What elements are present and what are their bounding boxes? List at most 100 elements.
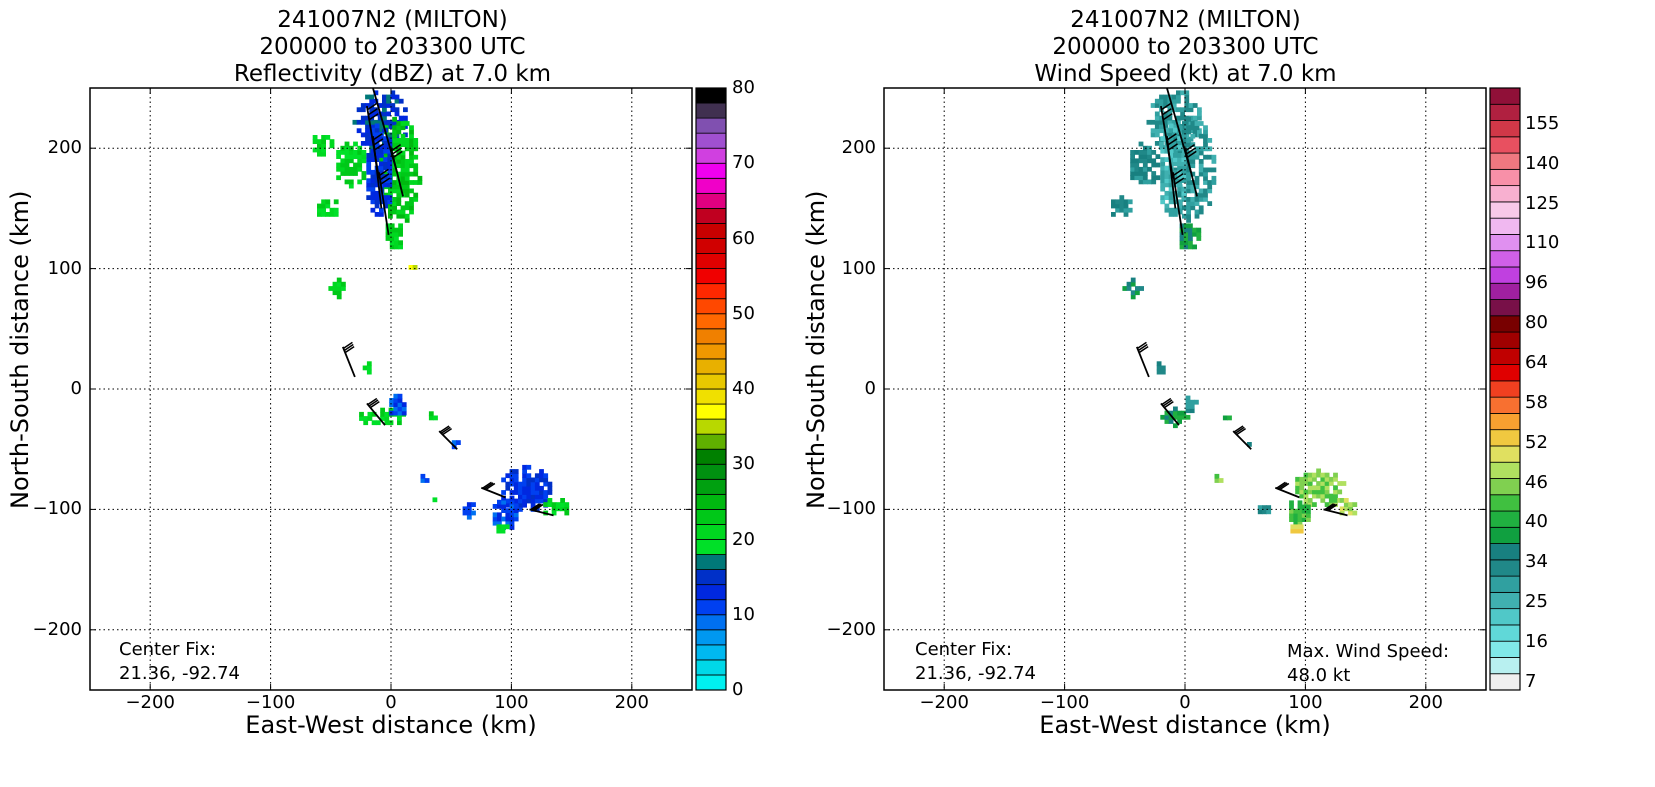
echo-cell	[321, 207, 326, 213]
echo-cell	[366, 169, 372, 175]
colorbar-swatch	[1489, 168, 1521, 187]
echo-cell	[534, 485, 540, 491]
echo-cell	[365, 103, 370, 108]
echo-cell	[370, 148, 376, 154]
wind-barbs	[342, 87, 554, 517]
echo-cell	[1127, 199, 1133, 205]
colorbar-swatch	[1489, 185, 1521, 203]
echo-cell	[1151, 171, 1157, 176]
colorbar-swatch	[1489, 478, 1521, 496]
echo-cell	[1151, 150, 1157, 155]
echo-cell	[1303, 476, 1309, 482]
echo-cell	[1155, 162, 1161, 168]
colorbar-tick-label: 7	[1525, 670, 1537, 692]
echo-cell	[1316, 493, 1321, 499]
echo-cell	[382, 103, 387, 108]
echo-cell	[413, 197, 419, 202]
echo-cell	[433, 415, 438, 421]
echo-cell	[409, 205, 414, 211]
echo-cell	[1262, 505, 1267, 510]
echo-cell	[1289, 513, 1294, 518]
colorbar-swatch	[695, 388, 727, 405]
x-tick-label: −100	[1039, 692, 1090, 713]
echo-cell	[404, 184, 410, 190]
echo-cell	[1194, 125, 1200, 131]
echo-cell	[401, 406, 407, 412]
echo-cell	[500, 528, 506, 534]
colorbar-swatch	[1489, 608, 1521, 626]
echo-cell	[1185, 404, 1191, 409]
echo-cell	[1207, 146, 1213, 152]
echo-cell	[403, 107, 408, 113]
echo-cell	[1185, 395, 1191, 401]
echo-cell	[1194, 154, 1200, 160]
colorbar-swatch	[1489, 413, 1521, 431]
echo-cell	[1163, 119, 1169, 125]
echo-cell	[522, 494, 527, 500]
echo-cell	[1203, 188, 1208, 194]
echo-cell	[471, 510, 476, 516]
echo-cell	[513, 516, 519, 522]
echo-cell	[1184, 94, 1190, 100]
colorbar-tick-label: 0	[732, 679, 744, 700]
echo-cell	[1171, 141, 1177, 146]
colorbar-swatch	[1489, 657, 1521, 675]
echo-cell	[1135, 290, 1140, 296]
colorbar-swatch	[695, 132, 727, 149]
echo-cell	[1160, 148, 1166, 154]
echo-cell	[1190, 163, 1196, 169]
echo-cell	[513, 490, 519, 495]
colorbar-swatch	[695, 433, 727, 450]
echo-cell	[409, 133, 414, 139]
echo-cell	[1164, 127, 1170, 133]
echo-cell	[1173, 207, 1178, 213]
echo-cell	[555, 502, 561, 507]
echo-cell	[1186, 184, 1191, 190]
echo-cell	[389, 410, 394, 416]
wind-barb-flag	[1185, 143, 1196, 152]
echo-cell	[1324, 481, 1330, 486]
echo-cell	[336, 294, 342, 300]
echo-cell	[492, 516, 498, 522]
wind-barb-flag	[1162, 113, 1173, 121]
echo-cell	[344, 150, 350, 155]
echo-cell	[1159, 124, 1164, 129]
colorbar-swatch	[695, 283, 727, 300]
echo-cell	[1173, 167, 1179, 173]
wind-barb	[529, 508, 554, 517]
colorbar-swatch	[1489, 543, 1521, 561]
echo-cell	[1181, 195, 1187, 200]
echo-cell	[1115, 203, 1120, 209]
echo-cell	[1312, 485, 1317, 491]
echo-cell	[329, 143, 335, 149]
echo-cell	[366, 136, 372, 141]
colorbar-swatch	[1489, 136, 1521, 154]
echo-cell	[366, 186, 372, 192]
colorbar-tick-label: 10	[732, 603, 755, 625]
colorbar-swatch	[695, 463, 727, 480]
echo-cell	[393, 410, 399, 416]
echo-cell	[1134, 162, 1140, 168]
echo-cell	[1181, 186, 1187, 192]
echo-cell	[366, 361, 372, 367]
echo-cell	[1150, 103, 1156, 108]
echo-cell	[496, 524, 502, 530]
wind-barb	[1274, 486, 1300, 499]
echo-cell	[1194, 399, 1199, 405]
echo-cell	[392, 138, 397, 143]
echo-cell	[1168, 190, 1174, 196]
echo-cell	[379, 159, 385, 164]
echo-cell	[1177, 165, 1182, 171]
echo-cell	[359, 416, 364, 421]
echo-cell	[396, 146, 402, 152]
colorbar-swatch	[1489, 87, 1521, 105]
echo-cell	[392, 125, 397, 131]
echo-cell	[1119, 195, 1125, 200]
echo-cell	[400, 167, 406, 173]
echo-cell	[383, 140, 388, 146]
center-fix-label: Center Fix:	[915, 639, 1013, 660]
echo-cell	[325, 135, 331, 140]
wind-barb-flag	[440, 426, 451, 434]
echo-cell	[1184, 103, 1190, 108]
echo-cell	[1180, 90, 1185, 96]
